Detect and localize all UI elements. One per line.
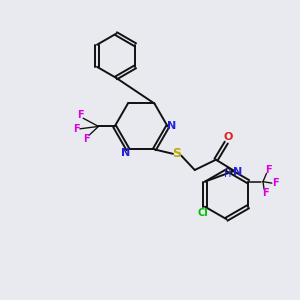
Text: H: H <box>224 169 231 179</box>
Text: N: N <box>167 122 176 131</box>
Text: F: F <box>262 188 269 198</box>
Text: F: F <box>73 124 80 134</box>
Text: N: N <box>121 148 130 158</box>
Text: O: O <box>223 132 233 142</box>
Text: Cl: Cl <box>197 208 208 218</box>
Text: S: S <box>172 147 182 160</box>
Text: N: N <box>233 167 242 177</box>
Text: F: F <box>272 178 279 188</box>
Text: F: F <box>266 166 272 176</box>
Text: F: F <box>77 110 83 120</box>
Text: F: F <box>83 134 89 144</box>
